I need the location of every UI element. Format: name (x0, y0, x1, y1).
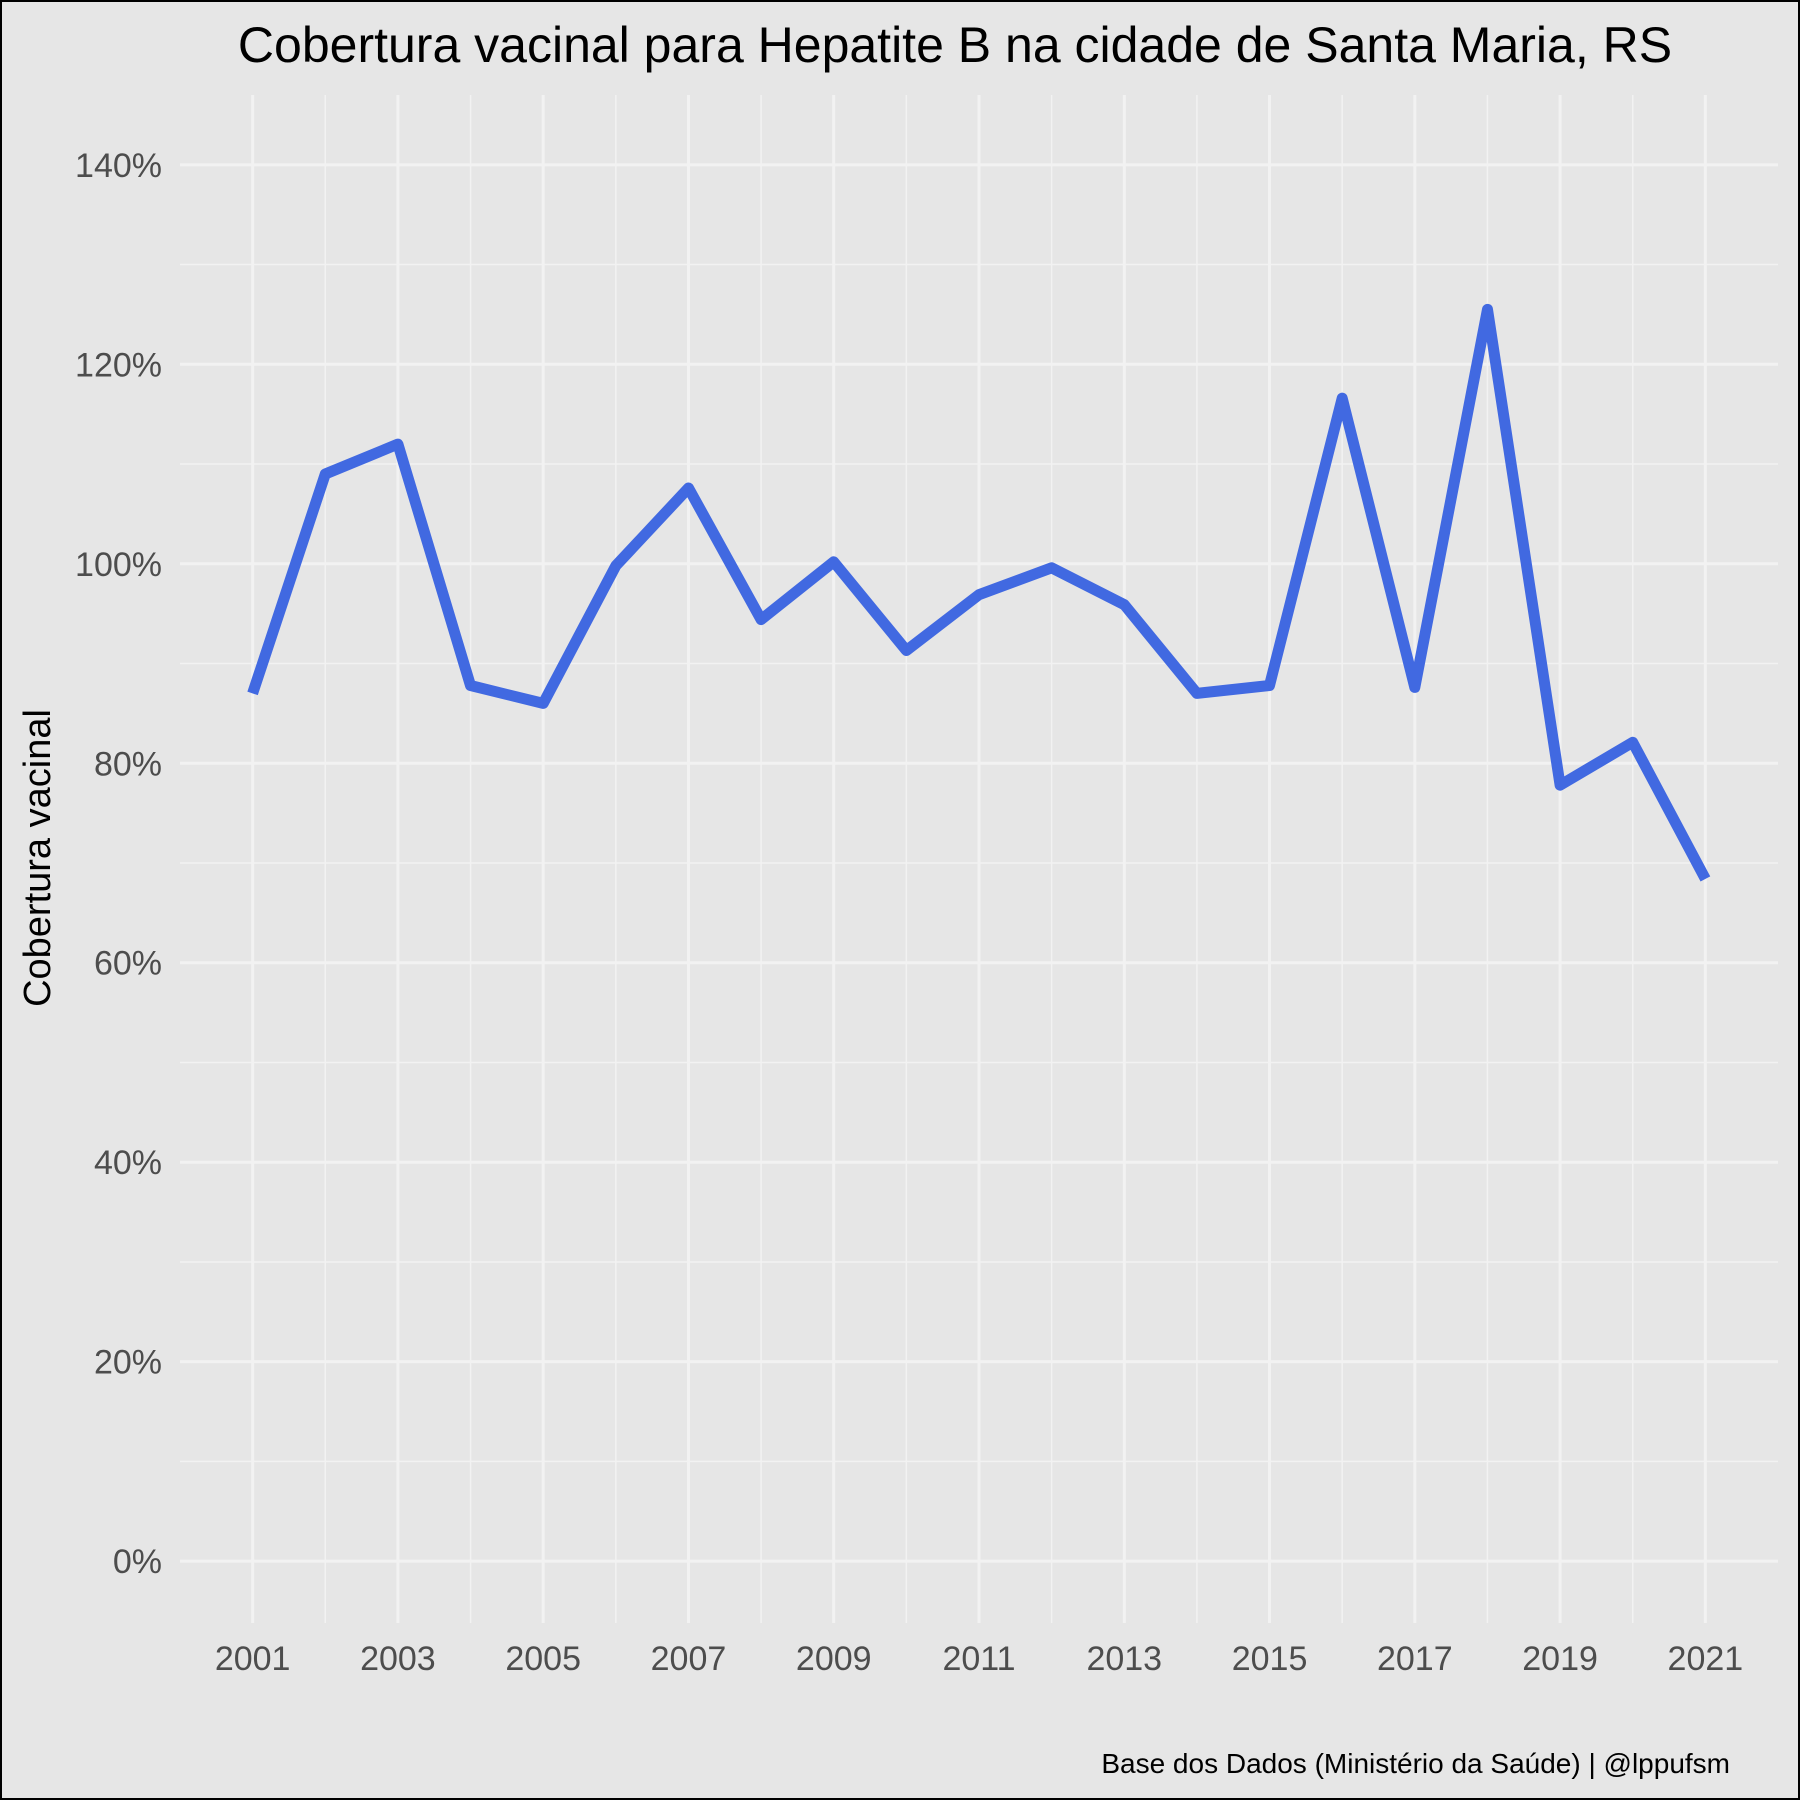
y-tick-label: 0% (113, 1543, 162, 1581)
x-tick-label: 2015 (1232, 1640, 1308, 1678)
chart-title: Cobertura vacinal para Hepatite B na cid… (238, 17, 1672, 73)
x-tick-labels: 2001 2003 2005 2007 2009 2011 2013 2015 2017 2019… (215, 1640, 1743, 1678)
y-tick-label: 60% (94, 945, 162, 983)
chart-caption: Base dos Dados (Ministério da Saúde) | @… (1101, 1748, 1730, 1779)
y-tick-label: 20% (94, 1344, 162, 1382)
y-axis-label: Cobertura vacinal (17, 709, 59, 1007)
y-tick-label: 140% (75, 147, 162, 185)
series-layer (247, 303, 1711, 882)
x-tick-label: 2017 (1377, 1640, 1453, 1678)
x-tick-label: 2003 (360, 1640, 436, 1678)
major-grid (180, 95, 1778, 1623)
minor-grid (180, 95, 1778, 1623)
y-tick-label: 120% (75, 346, 162, 384)
x-tick-label: 2005 (505, 1640, 581, 1678)
y-tick-labels: 0% 20% 40% 60% 80% 100% 120% 140% (75, 147, 162, 1581)
y-tick-label: 80% (94, 745, 162, 783)
x-tick-label: 2013 (1086, 1640, 1162, 1678)
y-tick-label: 40% (94, 1144, 162, 1182)
x-tick-label: 2001 (215, 1640, 291, 1678)
x-tick-label: 2009 (796, 1640, 872, 1678)
x-tick-label: 2021 (1668, 1640, 1744, 1678)
x-tick-label: 2011 (942, 1640, 1015, 1678)
y-tick-label: 100% (75, 546, 162, 584)
x-tick-label: 2019 (1522, 1640, 1598, 1678)
x-tick-label: 2007 (651, 1640, 727, 1678)
